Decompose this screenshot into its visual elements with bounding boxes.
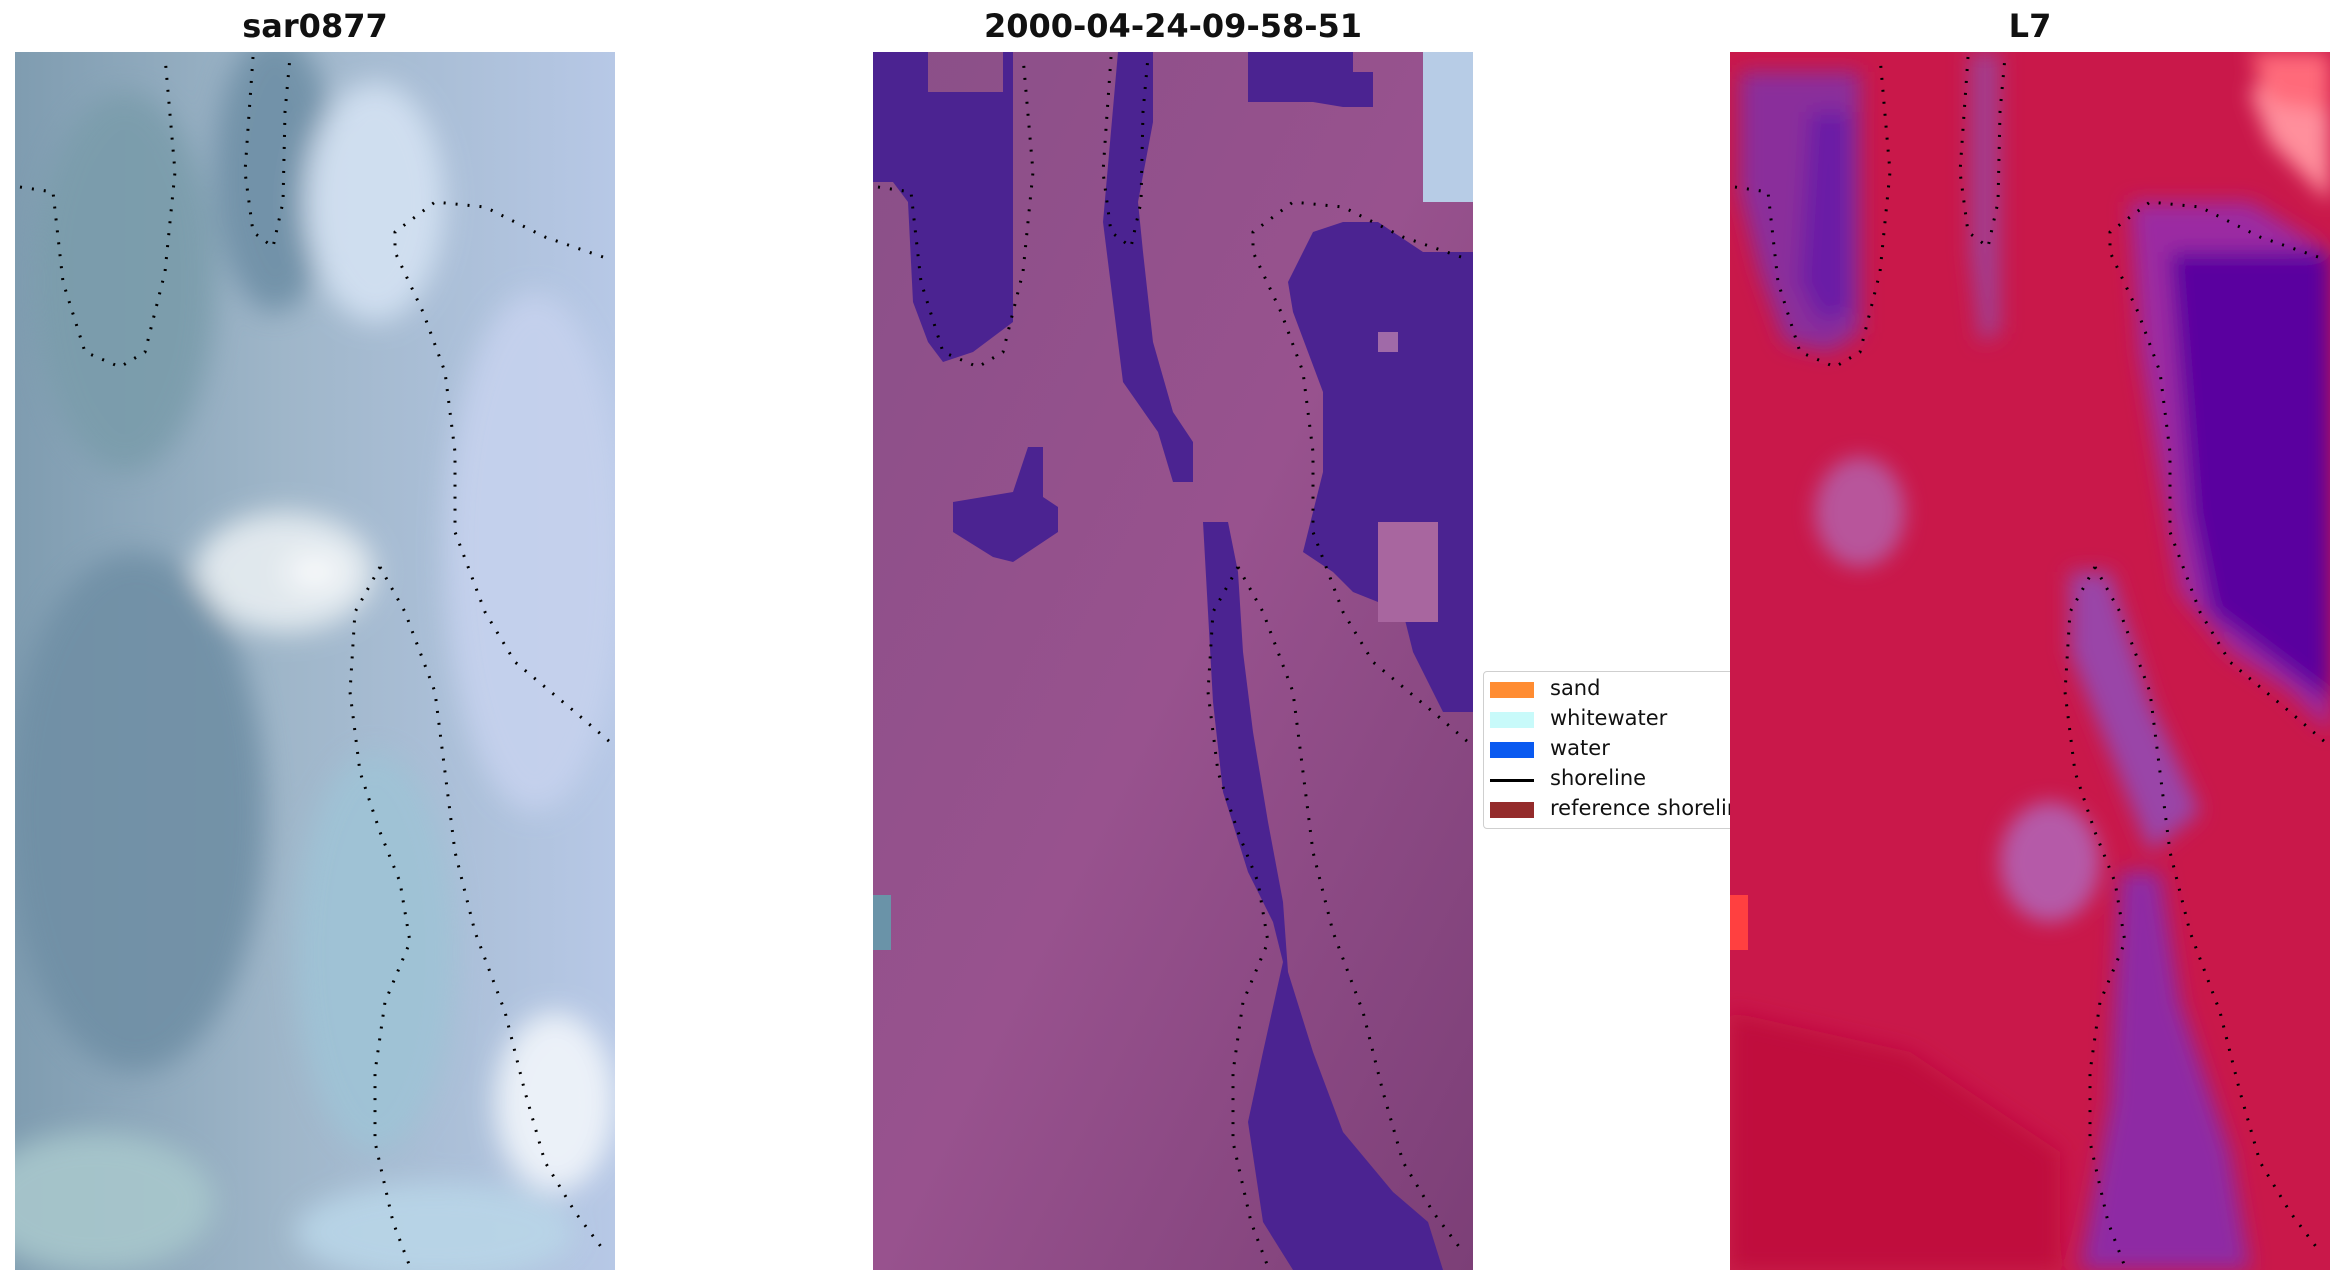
shoreline-line-icon xyxy=(1490,779,1534,782)
classified-image xyxy=(873,52,1473,1270)
legend-label: sand xyxy=(1550,676,1601,700)
legend-label: water xyxy=(1550,736,1610,760)
water-swatch xyxy=(1490,742,1534,758)
reference-shoreline-swatch xyxy=(1490,802,1534,818)
panel-title-classified: 2000-04-24-09-58-51 xyxy=(983,7,1363,45)
rgb-image xyxy=(15,52,615,1270)
panel-title-rgb: sar0877 xyxy=(242,7,388,45)
index-image-panel xyxy=(1730,52,2330,1270)
shoreline-dotted-rgb xyxy=(19,56,611,1268)
legend-item-whitewater: whitewater xyxy=(1484,704,1742,734)
legend-item-shoreline: shoreline xyxy=(1484,764,1742,794)
shoreline-dotted-classified xyxy=(877,56,1469,1268)
legend-item-sand: sand xyxy=(1484,674,1742,704)
shoreline-dotted-index xyxy=(1734,56,2326,1268)
panel-title-index: L7 xyxy=(2008,7,2052,45)
legend: sand whitewater water shoreline referenc… xyxy=(1483,671,1743,829)
classified-image-panel xyxy=(873,52,1473,1270)
legend-label: reference shoreline xyxy=(1550,796,1743,820)
rgb-image-panel xyxy=(15,52,615,1270)
legend-label: whitewater xyxy=(1550,706,1668,730)
legend-item-water: water xyxy=(1484,734,1742,764)
legend-label: shoreline xyxy=(1550,766,1647,790)
index-image xyxy=(1730,52,2330,1270)
sand-swatch xyxy=(1490,682,1534,698)
whitewater-swatch xyxy=(1490,712,1534,728)
legend-item-reference-shoreline: reference shoreline xyxy=(1484,794,1743,824)
